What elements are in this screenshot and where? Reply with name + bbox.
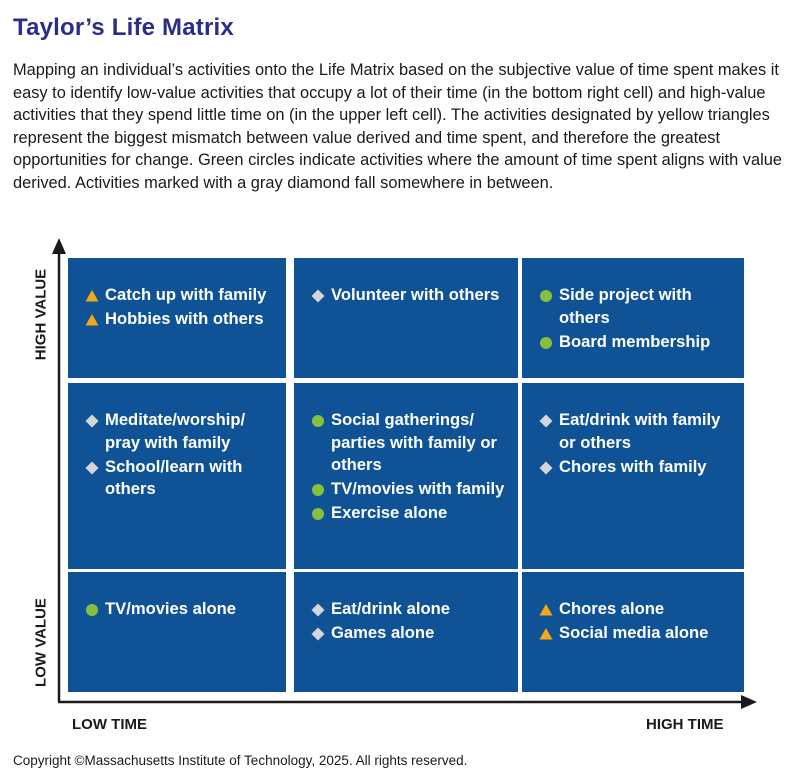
matrix-cell-mid-value-mid-time: Social gatherings/ parties with family o… [294, 383, 518, 569]
copyright: Copyright ©Massachusetts Institute of Te… [13, 753, 468, 768]
activity-item: Volunteer with others [311, 284, 508, 307]
activity-label: TV/movies with family [331, 479, 505, 498]
triangle-marker-icon [85, 284, 105, 306]
activity-label: School/learn with others [105, 456, 243, 499]
activity-item: Eat/drink alone [311, 598, 508, 621]
matrix-cell-high-value-mid-time: Volunteer with others [294, 258, 518, 378]
activity-label: Side project with others [559, 285, 692, 327]
diamond-marker-icon [311, 598, 331, 620]
circle-marker-icon [539, 284, 559, 306]
activity-label: Catch up with family [105, 285, 267, 304]
activity-item: Chores with family [539, 456, 734, 479]
activity-item: TV/movies with family [311, 478, 508, 501]
y-axis-arrow-icon [52, 238, 66, 254]
diamond-marker-icon [539, 456, 559, 478]
circle-marker-icon [85, 598, 105, 620]
matrix-cell-high-value-high-time: Side project with others Board membership [522, 258, 744, 378]
matrix-cell-mid-value-low-time: Meditate/worship/ pray with family School… [68, 383, 286, 569]
activity-item: Hobbies with others [85, 308, 276, 331]
x-axis-arrow-icon [741, 695, 757, 709]
triangle-marker-icon [85, 308, 105, 330]
description: Mapping an individual’s activities onto … [13, 61, 782, 192]
diamond-marker-icon [311, 284, 331, 306]
circle-marker-icon [311, 409, 331, 431]
y-axis-label-high: HIGH VALUE [32, 268, 50, 361]
diamond-marker-icon [85, 409, 105, 431]
x-axis-label-low: LOW TIME [72, 716, 147, 733]
triangle-marker-icon [539, 622, 559, 644]
page-title: Taylor’s Life Matrix [13, 14, 234, 41]
circle-marker-icon [539, 331, 559, 353]
activity-label: Eat/drink with family or others [559, 410, 721, 452]
activity-label: Board membership [559, 331, 711, 351]
activity-item: School/learn with others [85, 456, 276, 501]
activity-label: TV/movies alone [105, 599, 236, 618]
activity-label: Meditate/worship/ pray with family [105, 410, 246, 452]
circle-marker-icon [311, 502, 331, 524]
activity-item: Side project with others [539, 284, 734, 329]
activity-label: Social media alone [559, 623, 709, 642]
activity-item: Games alone [311, 622, 508, 645]
y-axis-label-low: LOW VALUE [32, 598, 50, 687]
activity-label: Exercise alone [331, 503, 448, 522]
diamond-marker-icon [311, 622, 331, 644]
activity-item: Eat/drink with family or others [539, 409, 734, 454]
matrix-cell-low-value-low-time: TV/movies alone [68, 572, 286, 692]
diamond-marker-icon [539, 409, 559, 431]
triangle-marker-icon [539, 598, 559, 620]
activity-label: Hobbies with others [105, 309, 264, 328]
matrix-cell-low-value-high-time: Chores alone Social media alone [522, 572, 744, 692]
diamond-marker-icon [85, 456, 105, 478]
circle-marker-icon [311, 478, 331, 500]
activity-item: Social gatherings/ parties with family o… [311, 409, 508, 477]
activity-item: Meditate/worship/ pray with family [85, 409, 276, 454]
activity-item: TV/movies alone [85, 598, 276, 621]
matrix-cell-low-value-mid-time: Eat/drink alone Games alone [294, 572, 518, 692]
activity-label: Chores alone [559, 599, 665, 618]
activity-item: Exercise alone [311, 502, 508, 525]
activity-label: Social gatherings/ parties with family o… [331, 410, 497, 474]
matrix-cell-high-value-low-time: Catch up with family Hobbies with others [68, 258, 286, 378]
matrix-cell-mid-value-high-time: Eat/drink with family or others Chores wi… [522, 383, 744, 569]
activity-item: Social media alone [539, 622, 734, 645]
activity-label: Chores with family [559, 456, 707, 476]
activity-label: Eat/drink alone [331, 599, 450, 618]
activity-item: Catch up with family [85, 284, 276, 307]
activity-label: Volunteer with others [331, 285, 500, 304]
activity-label: Games alone [331, 623, 435, 642]
x-axis-label-high: HIGH TIME [646, 716, 724, 733]
activity-item: Board membership [539, 331, 734, 354]
activity-item: Chores alone [539, 598, 734, 621]
